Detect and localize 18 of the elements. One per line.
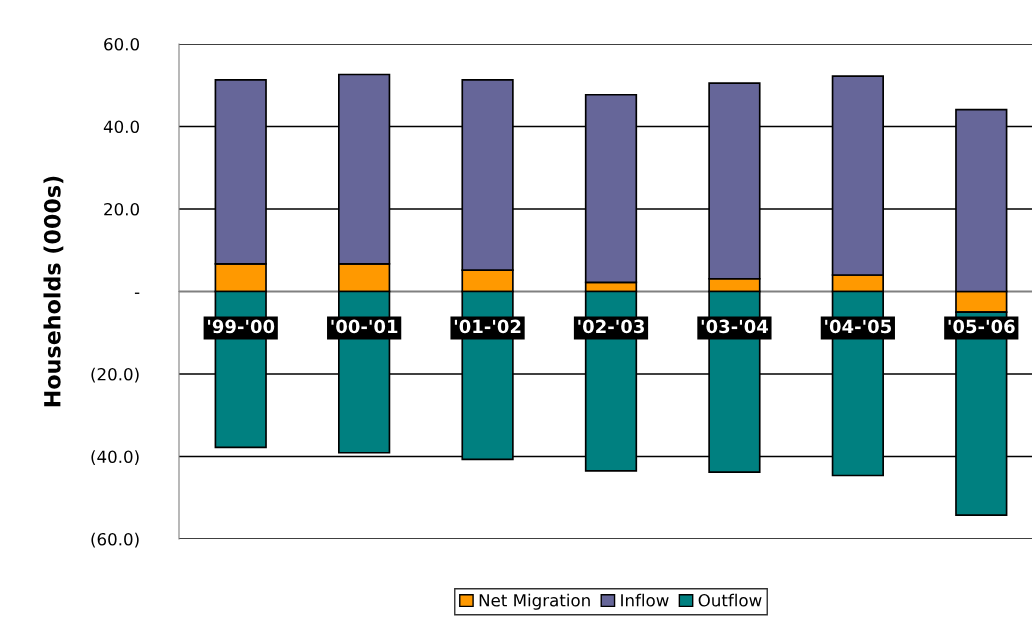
- x-tick-label: '02-'03: [578, 319, 644, 334]
- x-tick-label: '04-'05: [825, 319, 891, 334]
- x-tick-label: '01-'02: [454, 319, 521, 334]
- x-tick-label: '00-'01: [331, 319, 398, 334]
- legend-label: Net Migration: [479, 593, 590, 610]
- y-tick-label: (60.0): [91, 532, 139, 548]
- y-tick-label: 40.0: [103, 120, 139, 134]
- y-tick-label: 20.0: [104, 202, 139, 216]
- y-axis-title: Households (000s): [43, 176, 64, 407]
- y-tick-label: (40.0): [91, 450, 139, 466]
- x-tick-label: '99-'00: [208, 319, 275, 334]
- y-tick-label: -: [134, 292, 140, 294]
- y-tick-label: (20.0): [91, 367, 139, 383]
- legend-label: Outflow: [698, 593, 762, 607]
- legend-label: Inflow: [621, 593, 669, 607]
- x-tick-label: '03-'04: [701, 319, 768, 334]
- y-tick-label: 60.0: [104, 37, 139, 51]
- x-tick-label: '05-'06: [948, 319, 1015, 334]
